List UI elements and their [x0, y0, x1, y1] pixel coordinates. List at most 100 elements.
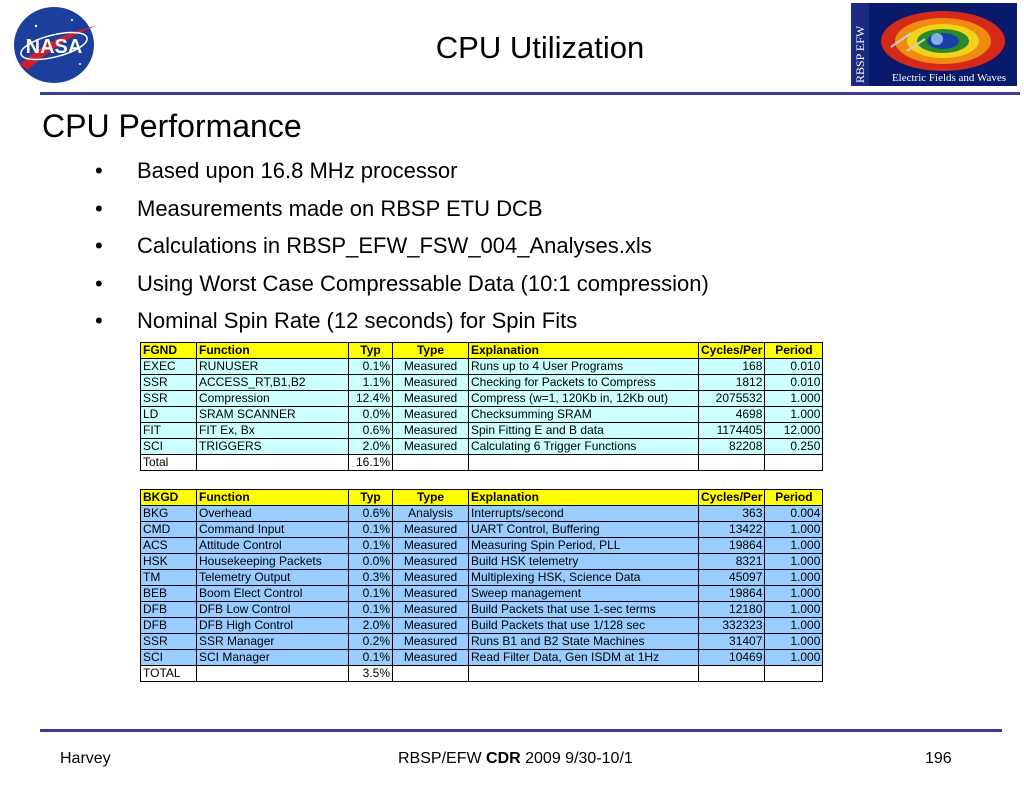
cell-code: ACS [140, 537, 197, 554]
cell-code: FIT [140, 422, 197, 439]
cell-function: SCI Manager [196, 649, 349, 666]
cell-period: 0.010 [764, 374, 824, 391]
column-header-function: Function [196, 342, 349, 359]
cell-period: 1.000 [764, 617, 824, 634]
cell-explanation: Runs up to 4 User Programs [468, 358, 699, 375]
cell-function: ACCESS_RT,B1,B2 [196, 374, 349, 391]
cell-cycles-per: 8321 [697, 553, 766, 570]
cell-typ: 0.1% [348, 649, 393, 666]
footer-event-cdr: CDR [486, 750, 521, 767]
footer-event-suffix: 2009 9/30-10/1 [520, 750, 633, 767]
column-header-code: BKGD [140, 489, 197, 506]
table-row: SSR ACCESS_RT,B1,B2 1.1% Measured Checking f… [140, 374, 824, 391]
cell-function: Attitude Control [196, 537, 349, 554]
cell-code: BKG [140, 505, 197, 522]
cell-period: 0.010 [764, 358, 824, 375]
cell-explanation: Compress (w=1, 120Kb in, 12Kb out) [468, 390, 699, 407]
cell-code: CMD [140, 521, 197, 538]
cell-function: Overhead [196, 505, 349, 522]
bullet-item: • Nominal Spin Rate (12 seconds) for Spin… [95, 306, 709, 344]
cell-explanation: Sweep management [468, 585, 699, 602]
cell-function: TRIGGERS [196, 438, 349, 455]
table-row: DFB DFB Low Control 0.1% Measured Build Pack… [140, 601, 824, 618]
cell-code: TM [140, 569, 197, 586]
efw-logo-title: RBSP EFW [853, 25, 867, 83]
cell-period: 1.000 [764, 601, 824, 618]
table-total-row: TOTAL 3.5% [140, 665, 824, 682]
column-header-type: Type [392, 489, 469, 506]
footer-rule [40, 729, 1002, 732]
table-row: TM Telemetry Output 0.3% Measured Multiplexi… [140, 569, 824, 586]
cell-typ: 2.0% [348, 617, 393, 634]
cell-code: SSR [140, 633, 197, 650]
section-heading: CPU Performance [42, 108, 302, 144]
cell-code: SCI [140, 649, 197, 666]
bullet-item: • Using Worst Case Compressable Data (10:… [95, 269, 709, 307]
cell-cycles-per: 31407 [697, 633, 766, 650]
cell-function: DFB Low Control [196, 601, 349, 618]
cell-cycles-per: 82208 [697, 438, 766, 455]
cell-function [196, 665, 349, 682]
bullet-glyph: • [95, 233, 103, 258]
cell-explanation: Build HSK telemetry [468, 553, 699, 570]
cell-typ: 2.0% [348, 438, 393, 455]
cell-cycles-per: 332323 [697, 617, 766, 634]
table-header-row: FGND Function Typ Type Explanation Cycles/Per… [140, 342, 824, 359]
cell-typ: 0.1% [348, 537, 393, 554]
cell-function: Housekeeping Packets [196, 553, 349, 570]
cell-period: 1.000 [764, 553, 824, 570]
header-rule [40, 92, 1020, 95]
cell-type: Measured [392, 358, 469, 375]
cell-typ: 0.1% [348, 358, 393, 375]
table-row: CMD Command Input 0.1% Measured UART Control… [140, 521, 824, 538]
cell-cycles-per: 4698 [697, 406, 766, 423]
cell-type: Measured [392, 649, 469, 666]
cell-cycles-per: 1812 [697, 374, 766, 391]
cell-typ: 0.3% [348, 569, 393, 586]
cell-type: Measured [392, 585, 469, 602]
table-total-row: Total 16.1% [140, 454, 824, 471]
column-header-typ: Typ [348, 342, 393, 359]
cell-cycles-per: 19864 [697, 585, 766, 602]
cell-function: Command Input [196, 521, 349, 538]
cell-function: Compression [196, 390, 349, 407]
cell-explanation: Checking for Packets to Compress [468, 374, 699, 391]
cell-type [392, 454, 469, 471]
table-row: FIT FIT Ex, Bx 0.6% Measured Spin Fitting E … [140, 422, 824, 439]
cell-function: RUNUSER [196, 358, 349, 375]
table-row: SSR SSR Manager 0.2% Measured Runs B1 and B2… [140, 633, 824, 650]
cell-period [764, 454, 824, 471]
column-header-period: Period [764, 342, 824, 359]
cell-typ: 3.5% [348, 665, 393, 682]
column-header-explanation: Explanation [468, 342, 699, 359]
cell-cycles-per: 19864 [697, 537, 766, 554]
cell-cycles-per [697, 454, 766, 471]
cell-cycles-per: 10469 [697, 649, 766, 666]
cell-period: 1.000 [764, 537, 824, 554]
cell-type: Measured [392, 537, 469, 554]
cell-typ: 0.2% [348, 633, 393, 650]
bullet-text: Based upon 16.8 MHz processor [137, 158, 458, 183]
cell-period: 1.000 [764, 633, 824, 650]
cell-type: Measured [392, 633, 469, 650]
table-row: HSK Housekeeping Packets 0.0% Measured Build… [140, 553, 824, 570]
cell-function: SSR Manager [196, 633, 349, 650]
cell-type: Measured [392, 422, 469, 439]
cell-code: SSR [140, 390, 197, 407]
column-header-code: FGND [140, 342, 197, 359]
cell-period: 1.000 [764, 521, 824, 538]
cell-function [196, 454, 349, 471]
cell-period: 1.000 [764, 569, 824, 586]
cell-cycles-per: 13422 [697, 521, 766, 538]
cell-typ: 0.1% [348, 521, 393, 538]
cell-typ: 12.4% [348, 390, 393, 407]
table-row: SCI TRIGGERS 2.0% Measured Calculating 6 Tri… [140, 438, 824, 455]
cell-type: Measured [392, 406, 469, 423]
table-row: LD SRAM SCANNER 0.0% Measured Checksumming S… [140, 406, 824, 423]
cell-type: Measured [392, 617, 469, 634]
cell-type: Measured [392, 601, 469, 618]
bullet-text: Nominal Spin Rate (12 seconds) for Spin … [137, 308, 578, 333]
column-header-period: Period [764, 489, 824, 506]
cell-explanation: Calculating 6 Trigger Functions [468, 438, 699, 455]
column-header-function: Function [196, 489, 349, 506]
